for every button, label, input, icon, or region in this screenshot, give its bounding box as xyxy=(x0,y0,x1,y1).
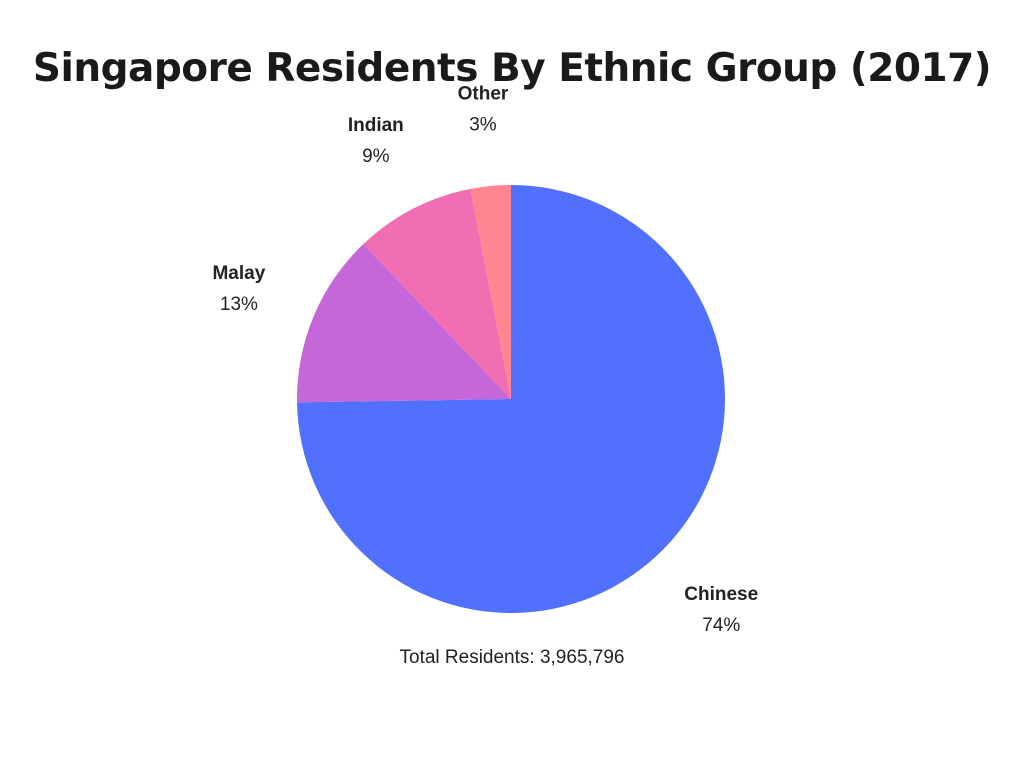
slice-value-malay: 13% xyxy=(220,294,258,315)
pie-slice-malay xyxy=(297,244,511,403)
pie-slice-indian xyxy=(363,188,511,399)
slice-label-other: Other xyxy=(458,83,509,104)
slice-value-chinese: 74% xyxy=(702,615,740,636)
slice-value-indian: 9% xyxy=(362,146,390,167)
slice-label-malay: Malay xyxy=(212,263,265,284)
slice-label-indian: Indian xyxy=(348,115,404,136)
slice-labels: Chinese 74% Malay 13% Indian 9% Other 3% xyxy=(212,83,758,636)
pie-slice-chinese xyxy=(297,185,725,614)
pie-slice-other xyxy=(470,185,511,399)
slice-value-other: 3% xyxy=(469,114,497,135)
total-residents-annotation: Total Residents: 3,965,796 xyxy=(399,647,625,668)
chart-title: Singapore Residents By Ethnic Group (201… xyxy=(32,46,992,91)
slice-label-chinese: Chinese xyxy=(684,584,758,605)
pie-slices xyxy=(297,185,725,614)
